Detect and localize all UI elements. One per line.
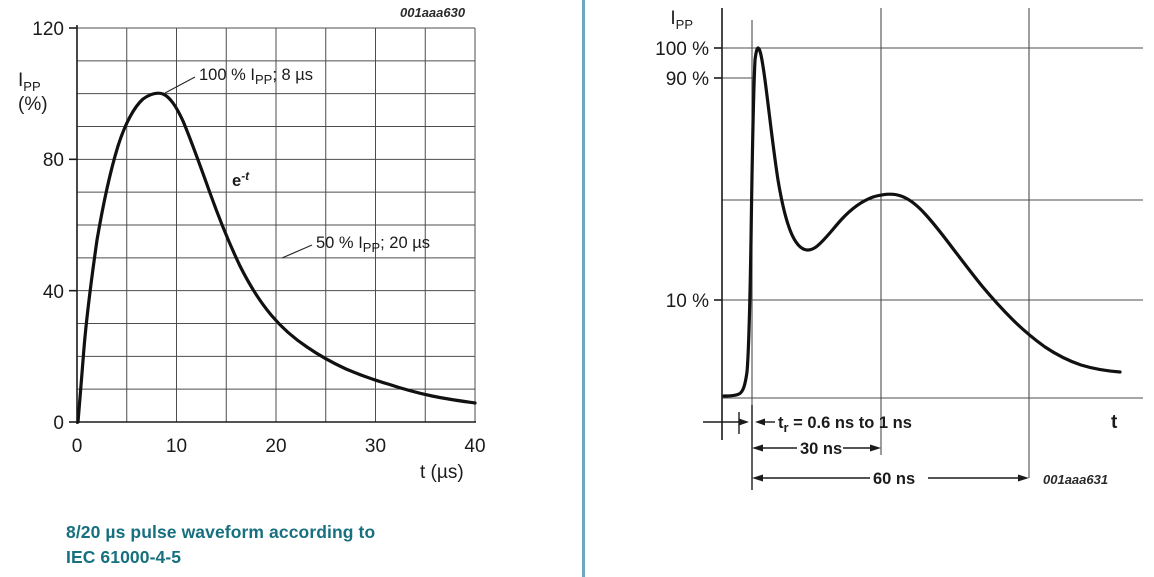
chart-axes [76, 25, 476, 424]
doc-id-label: 001aaa631 [1043, 472, 1108, 487]
x-tick-20: 20 [265, 436, 286, 457]
surge-waveform-curve [76, 91, 477, 424]
chart-gridlines [77, 27, 476, 422]
y-axis-title-line2: (%) [18, 94, 48, 115]
y-tick-0: 0 [53, 413, 64, 434]
x-tick-10: 10 [166, 436, 187, 457]
y-axis-ticks [714, 47, 722, 301]
chart-gridlines [722, 8, 1143, 478]
x-tick-40: 40 [464, 436, 485, 457]
esd-pulse-chart: IPP 100 % 90 % 10 % [655, 8, 1143, 490]
decay-annotation: e-t [232, 169, 250, 190]
y-tick-10pct: 10 % [666, 291, 709, 312]
y-tick-40: 40 [43, 282, 64, 303]
dim-30ns-label: 30 ns [800, 440, 842, 458]
y-tick-120: 120 [32, 19, 64, 40]
left-figure-panel: 001aaa630 [18, 5, 486, 567]
dim-60ns [752, 474, 1029, 482]
surge-pulse-chart: 001aaa630 [18, 5, 486, 483]
y-axis-ticks [69, 27, 77, 423]
esd-waveform-curve [722, 46, 1122, 398]
dim-rise-time [755, 418, 775, 426]
y-tick-100pct: 100 % [655, 39, 709, 60]
half-leader-line [281, 244, 313, 259]
peak-leader-line [164, 76, 196, 94]
left-caption: 8/20 µs pulse waveform according to IEC … [66, 522, 376, 567]
y-axis-title: IPP [670, 8, 693, 32]
right-figure-panel: IPP 100 % 90 % 10 % [583, 0, 1154, 577]
x-axis-title: t (µs) [420, 462, 464, 483]
panel-divider [582, 0, 585, 577]
y-tick-90pct: 90 % [666, 69, 709, 90]
dim-origin-arrow [703, 418, 749, 426]
doc-id-label: 001aaa630 [400, 5, 466, 20]
x-tick-0: 0 [72, 436, 83, 457]
half-annotation: 50 % IPP; 20 µs [316, 234, 430, 255]
dim-30ns [752, 444, 881, 452]
x-axis-title: t [1111, 412, 1118, 433]
x-tick-30: 30 [365, 436, 386, 457]
dim-60ns-label: 60 ns [873, 470, 915, 488]
y-axis-title-line1: IPP [18, 70, 41, 94]
rise-time-label: tr = 0.6 ns to 1 ns [778, 414, 912, 435]
peak-annotation: 100 % IPP; 8 µs [199, 66, 313, 87]
y-tick-80: 80 [43, 150, 64, 171]
